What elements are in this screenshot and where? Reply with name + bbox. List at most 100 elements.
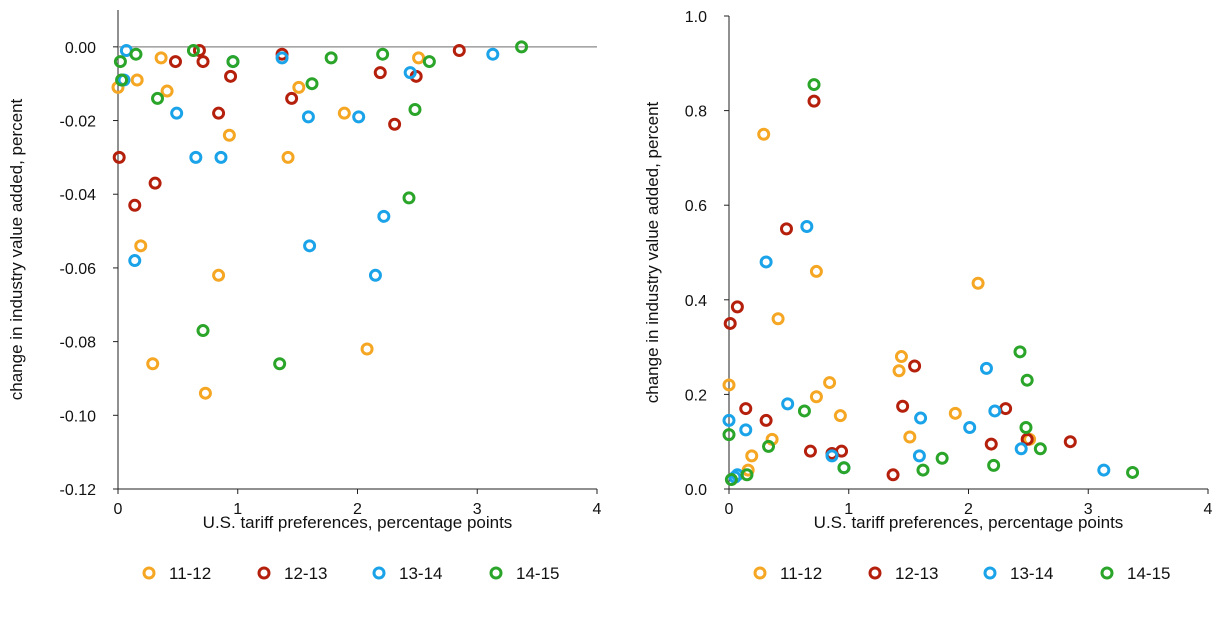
chart1-y-tick-label: -0.02: [60, 114, 97, 131]
chart1-x-tick-label: 3: [473, 501, 482, 518]
chart1-point-14-15: [196, 324, 210, 338]
chart2-y-tick-label: 1.0: [685, 9, 707, 26]
chart2-point-13-14: [825, 449, 839, 463]
chart1-point-13-14: [352, 110, 366, 124]
chart1-point-12-13: [452, 44, 466, 58]
chart2-point-12-13: [1063, 435, 1077, 449]
chart2-point-14-15: [837, 461, 851, 475]
chart2-point-13-14: [914, 411, 928, 425]
chart1-legend-label-14-15: 14-15: [516, 564, 559, 583]
chart2-point-14-15: [1033, 442, 1047, 456]
chart1-y-tick-label: -0.08: [60, 335, 97, 352]
chart1-point-14-15: [186, 44, 200, 58]
chart1-legend-label-13-14: 13-14: [399, 564, 442, 583]
chart1-x-tick-label: 0: [114, 501, 123, 518]
chart2-point-12-13: [886, 468, 900, 482]
chart2-legend-label-12-13: 12-13: [895, 564, 938, 583]
chart2-y-axis-title: change in industry value added, percent: [643, 101, 662, 403]
chart1-point-13-14: [377, 209, 391, 223]
chart1-point-12-13: [168, 55, 182, 69]
chart1-point-14-15: [113, 55, 127, 69]
chart1-point-11-12: [130, 73, 144, 87]
chart1-point-13-14: [403, 66, 417, 80]
chart2-point-13-14: [722, 413, 736, 427]
chart1-point-11-12: [222, 128, 236, 142]
chart1-y-tick-label: -0.10: [60, 408, 97, 425]
chart1-point-11-12: [337, 106, 351, 120]
chart2-y-tick-label: 0.8: [685, 104, 707, 121]
chart1-point-12-13: [285, 91, 299, 105]
chart2-point-13-14: [988, 404, 1002, 418]
chart2-point-12-13: [779, 222, 793, 236]
chart2-y-tick-label: 0.4: [685, 293, 707, 310]
chart2-point-12-13: [739, 402, 753, 416]
chart1-point-13-14: [275, 51, 289, 65]
chart2-point-12-13: [730, 300, 744, 314]
chart1-y-tick-label: -0.06: [60, 261, 97, 278]
chart1-point-13-14: [189, 150, 203, 164]
chart2-point-11-12: [745, 449, 759, 463]
chart2-point-13-14: [800, 219, 814, 233]
chart1-legend-marker-12-13: [257, 566, 271, 580]
chart2-point-12-13: [908, 359, 922, 373]
chart2-y-tick-label: 0.2: [685, 387, 707, 404]
chart2-point-14-15: [916, 463, 930, 477]
chart2-x-tick-label: 4: [1204, 501, 1213, 518]
chart1-legend-marker-13-14: [372, 566, 386, 580]
chart2-point-14-15: [1020, 373, 1034, 387]
chart2-point-13-14: [912, 449, 926, 463]
chart2-point-12-13: [723, 316, 737, 330]
chart1-point-13-14: [170, 106, 184, 120]
chart2-legend-marker-11-12: [753, 566, 767, 580]
chart2-point-11-12: [823, 376, 837, 390]
chart2-point-11-12: [892, 364, 906, 378]
chart1-point-12-13: [224, 69, 238, 83]
chart2-point-11-12: [894, 350, 908, 364]
chart1-point-14-15: [376, 47, 390, 61]
chart1-y-axis-title: change in industry value added, percent: [7, 98, 26, 400]
chart2-legend-marker-14-15: [1100, 566, 1114, 580]
chart2-point-11-12: [971, 276, 985, 290]
chart1-point-11-12: [292, 80, 306, 94]
chart2-point-11-12: [757, 127, 771, 141]
chart1-point-14-15: [324, 51, 338, 65]
chart1-point-14-15: [151, 91, 165, 105]
chart1-point-11-12: [154, 51, 168, 65]
chart1-point-12-13: [128, 198, 142, 212]
chart1-point-13-14: [368, 268, 382, 282]
chart1-x-axis-title: U.S. tariff preferences, percentage poin…: [203, 513, 513, 532]
chart1-point-11-12: [360, 342, 374, 356]
chart1-x-tick-label: 1: [233, 501, 242, 518]
chart1-point-11-12: [212, 268, 226, 282]
chart2-point-14-15: [987, 458, 1001, 472]
chart2-y-tick-label: 0.0: [685, 482, 707, 499]
chart1-point-11-12: [160, 84, 174, 98]
chart1-legend-marker-11-12: [142, 566, 156, 580]
chart2-legend-label-11-12: 11-12: [780, 564, 822, 583]
chart2-point-11-12: [809, 390, 823, 404]
chart1-point-13-14: [301, 110, 315, 124]
chart1-point-11-12: [412, 51, 426, 65]
chart1-point-14-15: [305, 77, 319, 91]
chart2-x-tick-label: 0: [725, 501, 734, 518]
chart2-point-14-15: [1013, 345, 1027, 359]
chart2-point-11-12: [771, 312, 785, 326]
chart1-point-11-12: [134, 239, 148, 253]
chart2-x-axis-title: U.S. tariff preferences, percentage poin…: [814, 513, 1124, 532]
chart2-legend-marker-12-13: [868, 566, 882, 580]
chart1-point-14-15: [129, 47, 143, 61]
chart2-point-11-12: [833, 409, 847, 423]
chart2-point-11-12: [722, 378, 736, 392]
chart2-point-13-14: [979, 361, 993, 375]
chart2-point-12-13: [835, 444, 849, 458]
chart2-point-12-13: [896, 399, 910, 413]
chart2-x-tick-label: 1: [844, 501, 853, 518]
chart1-point-14-15: [422, 55, 436, 69]
chart2-x-tick-label: 3: [1084, 501, 1093, 518]
chart2-point-13-14: [759, 255, 773, 269]
chart1-point-11-12: [198, 386, 212, 400]
chart1-y-tick-label: 0.00: [65, 40, 96, 57]
chart2-point-14-15: [1019, 421, 1033, 435]
chart2-point-12-13: [759, 413, 773, 427]
